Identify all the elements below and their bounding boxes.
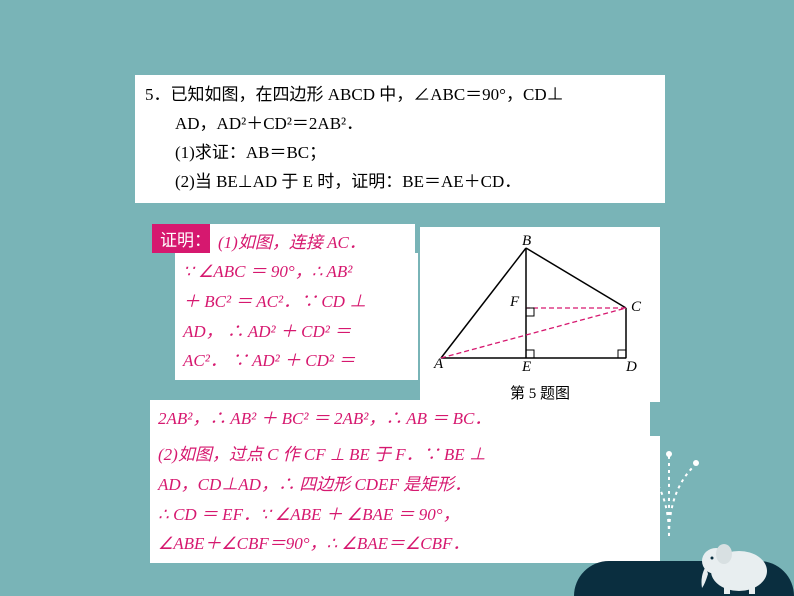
problem-line4: (2)当 BE⊥AD 于 E 时，证明：BE＝AE＋CD． (145, 168, 655, 197)
proof-part1-body: ∵ ∠ABC ＝ 90°，∴ AB² ＋ BC² ＝ AC²．∵ CD ⊥ AD… (175, 253, 418, 380)
proof1b-l3: AD， ∴ AD² ＋ CD² ＝ (183, 317, 410, 347)
proof2-l2: AD，CD⊥AD，∴ 四边形 CDEF 是矩形． (158, 470, 652, 500)
problem-number: 5． (145, 85, 171, 104)
label-E: E (521, 359, 531, 373)
label-F: F (509, 294, 520, 310)
proof2-l1: (2)如图，过点 C 作 CF ⊥ BE 于 F．∵ BE ⊥ (158, 440, 652, 470)
proof-part2: (2)如图，过点 C 作 CF ⊥ BE 于 F．∵ BE ⊥ AD，CD⊥AD… (150, 436, 660, 563)
label-A: A (433, 356, 444, 372)
geometry-diagram: A B C D E F (426, 233, 654, 373)
problem-text: 5．已知如图，在四边形 ABCD 中，∠ABC＝90°，CD⊥ AD，AD²＋C… (135, 75, 665, 203)
elephant-icon (694, 526, 784, 596)
label-B: B (522, 233, 531, 249)
problem-line1: 已知如图，在四边形 ABCD 中，∠ABC＝90°，CD⊥ (171, 85, 564, 104)
proof2-l4: ∠ABE＋∠CBF＝90°，∴ ∠BAE＝∠CBF． (158, 529, 652, 559)
proof1b-l4: AC²． ∵ AD² ＋ CD² ＝ (183, 346, 410, 376)
proof1b-l2: ＋ BC² ＝ AC²．∵ CD ⊥ (183, 287, 410, 317)
proof-label: 证明： (152, 224, 219, 253)
proof1b-l1: ∵ ∠ABC ＝ 90°，∴ AB² (183, 257, 410, 287)
proof2-l3: ∴ CD ＝ EF．∵ ∠ABE ＋ ∠BAE ＝ 90°， (158, 500, 652, 530)
diagram-container: A B C D E F 第 5 题图 (420, 227, 660, 402)
label-C: C (631, 299, 642, 315)
problem-line2: AD，AD²＋CD²＝2AB²． (145, 110, 655, 139)
label-D: D (625, 359, 637, 373)
diagram-caption: 第 5 题图 (426, 382, 654, 403)
problem-line3: (1)求证：AB＝BC； (145, 139, 655, 168)
proof-part1-conclusion: 2AB²，∴ AB² ＋ BC² ＝ 2AB²，∴ AB ＝ BC． (150, 400, 650, 438)
